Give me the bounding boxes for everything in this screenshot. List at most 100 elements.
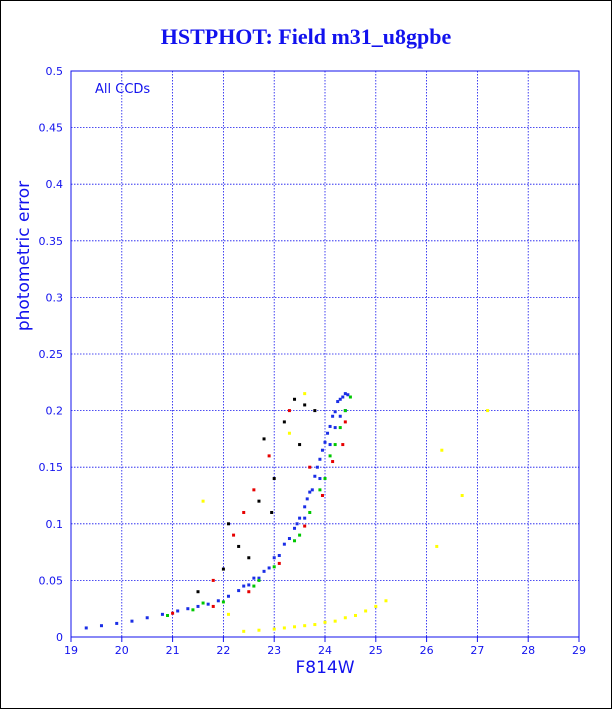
data-point — [272, 477, 276, 481]
data-point — [267, 566, 271, 570]
data-point — [303, 403, 307, 407]
data-point — [298, 443, 302, 447]
data-point — [211, 578, 215, 582]
y-tick-label: 0.2 — [46, 405, 64, 418]
data-point — [313, 409, 317, 413]
data-point — [242, 510, 246, 514]
x-tick-label: 21 — [166, 644, 180, 657]
data-point — [333, 410, 337, 414]
data-point — [460, 494, 464, 497]
plot-border — [70, 70, 580, 638]
data-point — [257, 499, 261, 503]
data-point — [318, 488, 322, 492]
data-point — [226, 522, 230, 526]
data-point — [341, 395, 345, 399]
x-tick-label: 29 — [572, 644, 586, 657]
data-point — [206, 602, 210, 606]
data-point — [287, 537, 291, 541]
data-point — [237, 589, 241, 593]
data-point — [440, 448, 444, 452]
y-tick-label: 0.45 — [39, 122, 64, 135]
y-tick-labels: 0 0.05 0.1 0.15 0.2 0.25 0.3 0.35 0.4 0.45 0.5 — [39, 65, 64, 644]
x-tick-label: 26 — [420, 644, 434, 657]
data-point — [326, 431, 330, 435]
data-point — [257, 578, 261, 582]
data-point — [313, 474, 317, 478]
data-point — [303, 392, 307, 396]
data-point — [320, 494, 324, 497]
data-point — [308, 490, 312, 494]
data-point — [343, 409, 347, 413]
data-point — [115, 621, 119, 625]
data-point — [232, 533, 236, 537]
data-point — [298, 533, 302, 537]
data-point — [130, 619, 134, 623]
data-point — [303, 624, 307, 628]
data-point — [247, 583, 251, 587]
data-point — [221, 600, 225, 604]
data-point — [267, 454, 271, 458]
data-point — [313, 623, 317, 627]
y-axis-label: photometric error — [14, 181, 34, 331]
data-point — [331, 414, 335, 418]
data-point — [252, 488, 256, 492]
data-point — [310, 488, 314, 492]
data-point — [257, 576, 261, 580]
data-point — [84, 626, 88, 630]
x-tick-label: 27 — [470, 644, 484, 657]
data-point — [257, 628, 261, 632]
data-point — [287, 409, 291, 413]
data-point — [270, 510, 274, 514]
data-point — [315, 465, 319, 469]
data-point — [252, 584, 256, 588]
data-point — [333, 443, 337, 447]
data-point — [303, 524, 307, 528]
data-point — [346, 393, 350, 397]
data-point — [338, 397, 342, 401]
x-tick-label: 20 — [115, 644, 129, 657]
data-point — [328, 454, 332, 458]
y-tick-label: 0.25 — [39, 348, 64, 361]
data-point — [186, 607, 190, 611]
data-point — [247, 590, 251, 594]
data-point — [171, 611, 175, 615]
data-point — [435, 544, 439, 548]
grid-lines — [70, 70, 580, 642]
data-point — [282, 542, 286, 546]
data-point — [277, 553, 281, 557]
data-point — [282, 626, 286, 630]
data-point — [308, 510, 312, 514]
data-point — [242, 584, 246, 588]
data-point — [295, 522, 299, 526]
data-point — [323, 440, 327, 444]
data-point — [196, 590, 200, 594]
annotation-label: All CCDs — [95, 82, 150, 97]
x-tick-label: 22 — [216, 644, 230, 657]
data-point — [176, 609, 180, 613]
data-point — [353, 613, 357, 617]
data-point — [99, 624, 103, 628]
x-tick-label: 28 — [521, 644, 535, 657]
data-point — [272, 627, 276, 631]
data-point — [338, 414, 342, 418]
data-point — [331, 460, 335, 464]
data-point — [305, 497, 309, 501]
x-tick-label: 24 — [318, 644, 332, 657]
data-point — [343, 616, 347, 620]
chart-title: HSTPHOT: Field m31_u8gpbe — [160, 24, 452, 49]
data-point — [298, 516, 302, 520]
data-point — [303, 516, 307, 520]
data-point — [262, 437, 266, 441]
data-point — [272, 556, 276, 560]
data-point — [343, 392, 347, 396]
data-point — [201, 499, 205, 503]
y-tick-label: 0.3 — [46, 291, 64, 304]
y-tick-label: 0.1 — [46, 518, 64, 531]
data-point — [166, 613, 170, 617]
data-point — [384, 599, 388, 603]
y-tick-label: 0.35 — [39, 235, 64, 248]
y-tick-label: 0.5 — [46, 65, 64, 78]
data-point — [336, 400, 340, 404]
data-point — [328, 443, 332, 447]
data-point — [211, 604, 215, 608]
